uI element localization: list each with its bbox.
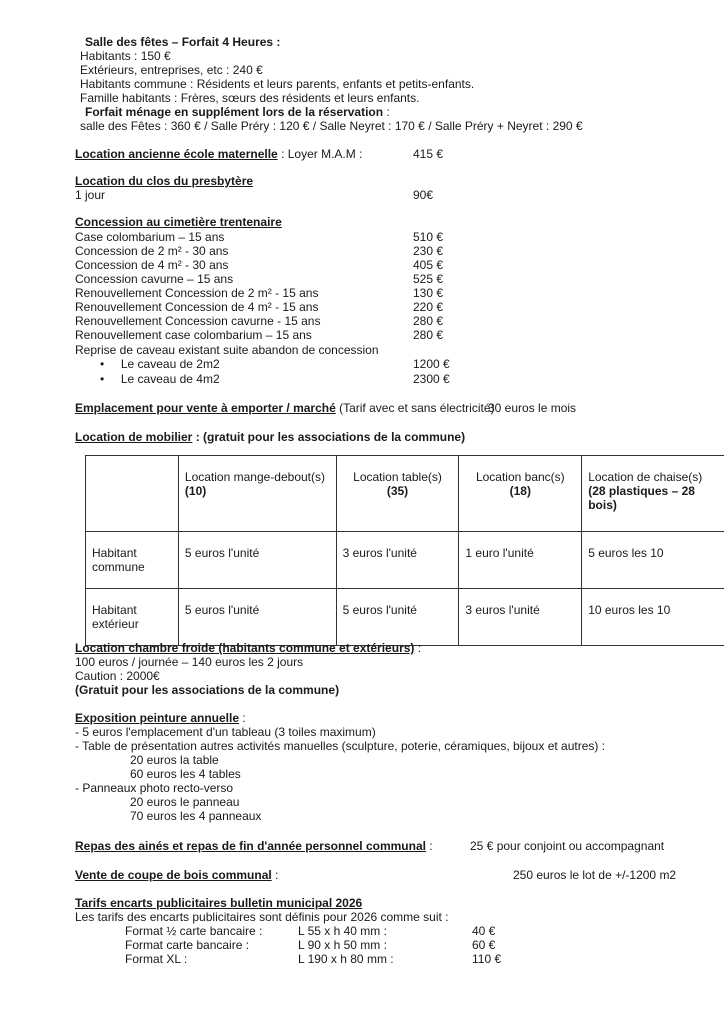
bullet-value: 2300 € — [413, 372, 450, 386]
table-cell: 5 euros l'unité — [177, 588, 337, 646]
concession-value: 510 € — [413, 230, 444, 244]
mobilier-title: Location de mobilier : (gratuit pour les… — [75, 430, 466, 444]
header-cell: Location banc(s) (18) — [458, 455, 583, 532]
header-cell: Location de chaise(s) (28 plastiques – 28… — [581, 455, 724, 532]
concession-value: 230 € — [413, 244, 444, 258]
encart-price: 40 € — [472, 924, 496, 938]
encart-format: Format ½ carte bancaire : — [125, 924, 263, 938]
table-cell: 10 euros les 10 — [581, 588, 724, 646]
bois-value: 250 euros le lot de +/-1200 m2 — [513, 868, 677, 882]
concession-label: Concession cavurne – 15 ans — [75, 272, 234, 286]
menage-title: Forfait ménage en supplément lors de la … — [85, 105, 390, 119]
concession-value: 130 € — [413, 286, 444, 300]
concession-title: Concession au cimetière trentenaire — [75, 215, 282, 229]
clos-value: 90€ — [413, 188, 434, 202]
clos-label: 1 jour — [75, 188, 106, 202]
encarts-intro: Les tarifs des encarts publicitaires son… — [75, 910, 449, 924]
bullet-item: • Le caveau de 4m2 — [100, 372, 220, 386]
concession-value: 220 € — [413, 300, 444, 314]
table-cell: 5 euros l'unité — [335, 588, 460, 646]
salle-line: Famille habitants : Frères, sœurs des ré… — [80, 91, 420, 105]
expo-title: Exposition peinture annuelle : — [75, 711, 246, 725]
table-cell: 5 euros les 10 — [581, 531, 724, 589]
concession-label: Concession de 2 m² - 30 ans — [75, 244, 229, 258]
table-cell: 5 euros l'unité — [177, 531, 337, 589]
concession-label: Renouvellement case colombarium – 15 ans — [75, 328, 312, 342]
encart-price: 60 € — [472, 938, 496, 952]
row-label: Habitant extérieur — [85, 588, 179, 646]
repas-value: 25 € pour conjoint ou accompagnant — [470, 839, 665, 853]
reprise-text: Reprise de caveau existant suite abandon… — [75, 343, 379, 357]
expo-price: 20 euros la table — [130, 753, 219, 767]
salle-line: Habitants commune : Résidents et leurs p… — [80, 77, 475, 91]
concession-label: Case colombarium – 15 ans — [75, 230, 225, 244]
clos-title: Location du clos du presbytère — [75, 174, 254, 188]
salle-line: Extérieurs, entreprises, etc : 240 € — [80, 63, 263, 77]
froide-line: 100 euros / journée – 140 euros les 2 jo… — [75, 655, 304, 669]
table-header-row: Location mange-debout(s) (10) Location ta… — [85, 455, 724, 532]
table-row: Habitant extérieur 5 euros l'unité 5 eur… — [85, 588, 724, 646]
encarts-title: Tarifs encarts publicitaires bulletin mu… — [75, 896, 363, 910]
concession-label: Renouvellement Concession de 4 m² - 15 a… — [75, 300, 319, 314]
encart-format: Format XL : — [125, 952, 188, 966]
header-cell: Location table(s) (35) — [335, 455, 460, 532]
table-cell: 3 euros l'unité — [458, 588, 583, 646]
expo-price: 20 euros le panneau — [130, 795, 240, 809]
encart-size: L 190 x h 80 mm : — [298, 952, 394, 966]
repas-title: Repas des ainés et repas de fin d'année … — [75, 839, 433, 853]
bullet-item: • Le caveau de 2m2 — [100, 357, 220, 371]
expo-line: - Panneaux photo recto-verso — [75, 781, 234, 795]
salle-title: Salle des fêtes – Forfait 4 Heures : — [85, 35, 281, 49]
encart-price: 110 € — [472, 952, 502, 966]
ecole-row: Location ancienne école maternelle : Loy… — [75, 147, 363, 161]
salle-line: Habitants : 150 € — [80, 49, 171, 63]
table-cell: 3 euros l'unité — [335, 531, 460, 589]
table-corner — [85, 455, 179, 532]
table-cell: 1 euro l'unité — [458, 531, 583, 589]
concession-value: 405 € — [413, 258, 444, 272]
table-row: Habitant commune 5 euros l'unité 3 euros… — [85, 531, 724, 589]
mobilier-table: Location mange-debout(s) (10) Location ta… — [85, 455, 724, 646]
froide-note: (Gratuit pour les associations de la com… — [75, 683, 340, 697]
concession-label: Renouvellement Concession cavurne - 15 a… — [75, 314, 321, 328]
concession-value: 280 € — [413, 314, 444, 328]
encart-format: Format carte bancaire : — [125, 938, 250, 952]
concession-value: 525 € — [413, 272, 444, 286]
expo-line: - Table de présentation autres activités… — [75, 739, 606, 753]
froide-title: Location chambre froide (habitants commu… — [75, 641, 422, 655]
froide-line: Caution : 2000€ — [75, 669, 160, 683]
expo-line: - 5 euros l'emplacement d'un tableau (3 … — [75, 725, 376, 739]
expo-price: 70 euros les 4 panneaux — [130, 809, 262, 823]
encart-size: L 55 x h 40 mm : — [298, 924, 387, 938]
encart-size: L 90 x h 50 mm : — [298, 938, 387, 952]
header-cell: Location mange-debout(s) (10) — [177, 455, 337, 532]
bullet-value: 1200 € — [413, 357, 450, 371]
emplacement-value: 30 euros le mois — [488, 401, 577, 415]
concession-label: Renouvellement Concession de 2 m² - 15 a… — [75, 286, 319, 300]
row-label: Habitant commune — [85, 531, 179, 589]
bois-title: Vente de coupe de bois communal : — [75, 868, 279, 882]
concession-label: Concession de 4 m² - 30 ans — [75, 258, 229, 272]
emplacement-row: Emplacement pour vente à emporter / marc… — [75, 401, 495, 415]
menage-line: salle des Fêtes : 360 € / Salle Préry : … — [80, 119, 583, 133]
ecole-value: 415 € — [413, 147, 444, 161]
concession-value: 280 € — [413, 328, 444, 342]
expo-price: 60 euros les 4 tables — [130, 767, 241, 781]
